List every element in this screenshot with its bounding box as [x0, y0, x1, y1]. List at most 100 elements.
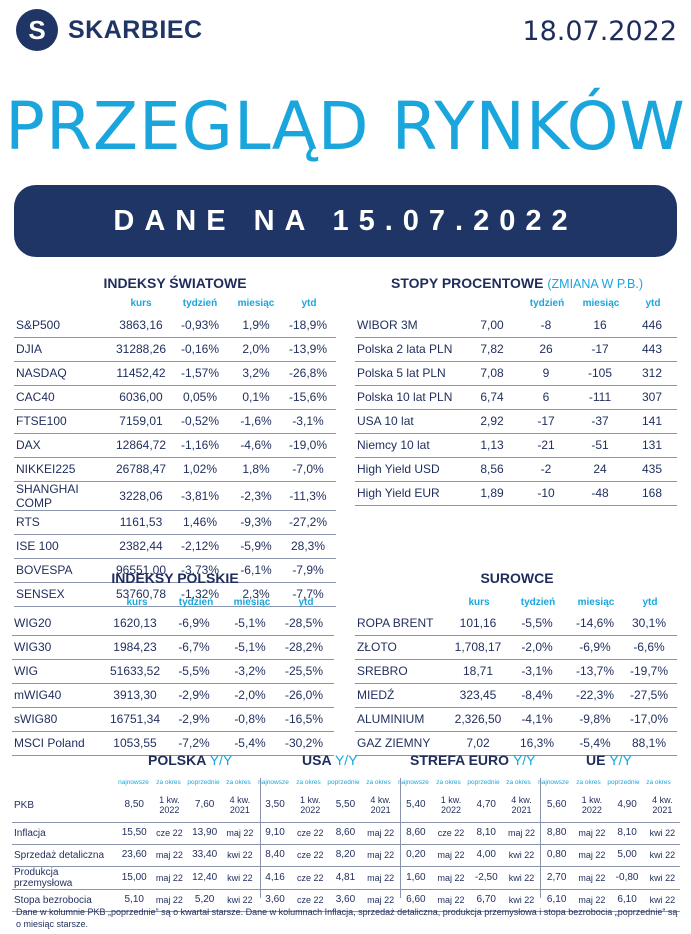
row-value: -2,12% [168, 534, 232, 558]
macro-subcol-head: za okres [361, 779, 396, 786]
table-row: High Yield USD 8,56 -2 24 435 [355, 457, 677, 481]
commodities-table: ROPA BRENT 101,16 -5,5% -14,6% 30,1% ZŁOTO 1,7… [355, 611, 677, 756]
row-value: 31288,26 [114, 337, 168, 361]
row-value: -6,6% [621, 635, 677, 659]
row-value: 0,1% [232, 385, 280, 409]
table-row: Produkcja przemysłowa 15,00 maj 22 12,40 kwi… [12, 866, 680, 889]
footnote: Dane w kolumnie PKB „poprzednie” są o kw… [16, 906, 681, 930]
region-yy: Y/Y [609, 752, 632, 768]
page-title: PRZEGLĄD RYNKÓW [0, 88, 691, 165]
table-row: SHANGHAI COMP 3228,06 -3,81% -2,3% -11,3% [14, 481, 336, 510]
table-row: High Yield EUR 1,89 -10 -48 168 [355, 481, 677, 505]
row-value: maj 22 [152, 844, 187, 866]
row-value: 8,50 [117, 789, 152, 822]
row-value: 18,71 [451, 659, 505, 683]
row-value: -105 [573, 361, 627, 385]
row-label: High Yield EUR [355, 481, 465, 505]
row-label: MSCI Poland [12, 731, 108, 755]
macro-subcol-head: za okres [641, 779, 676, 786]
table-row: RTS 1161,53 1,46% -9,3% -27,2% [14, 510, 336, 534]
commodities-col-heads: kurs tydzień miesiąc ytd [452, 597, 678, 608]
row-value: maj 22 [363, 822, 398, 844]
row-value: -1,16% [168, 433, 232, 457]
region-yy: Y/Y [335, 752, 358, 768]
row-label: Polska 2 lata PLN [355, 337, 465, 361]
row-value: 1,9% [232, 313, 280, 337]
row-value: 2382,44 [114, 534, 168, 558]
row-value: 1 kw. 2022 [293, 789, 328, 822]
row-value: maj 22 [433, 866, 468, 889]
row-value: 1,89 [465, 481, 519, 505]
row-value: -3,2% [226, 659, 274, 683]
row-value: -48 [573, 481, 627, 505]
row-value: -9,3% [232, 510, 280, 534]
row-value: 131 [627, 433, 677, 457]
row-value: kwi 22 [645, 866, 680, 889]
row-value: cze 22 [152, 822, 187, 844]
row-value: maj 22 [222, 822, 257, 844]
data-date-banner: DANE NA 15.07.2022 [14, 185, 677, 257]
world-indices-col-heads: kurs tydzień miesiąc ytd [114, 298, 338, 309]
row-value: kwi 22 [222, 844, 257, 866]
row-value: -26,8% [280, 361, 336, 385]
row-label: MIEDŹ [355, 683, 451, 707]
table-row: WIBOR 3M 7,00 -8 16 446 [355, 313, 677, 337]
row-value: -0,52% [168, 409, 232, 433]
col-head: ytd [280, 298, 338, 309]
row-value: 1,13 [465, 433, 519, 457]
macro-subcol-head: poprzednie [606, 779, 641, 786]
row-value: -11,3% [280, 481, 336, 510]
row-label: SHANGHAI COMP [14, 481, 114, 510]
rates-table: WIBOR 3M 7,00 -8 16 446 Polska 2 lata PLN 7,82… [355, 313, 677, 506]
row-value: -14,6% [569, 611, 621, 635]
row-value: 1 kw. 2022 [152, 789, 187, 822]
table-row: SREBRO 18,71 -3,1% -13,7% -19,7% [355, 659, 677, 683]
col-head: ytd [276, 597, 336, 608]
row-value: -2,9% [162, 707, 226, 731]
row-value: 16 [573, 313, 627, 337]
row-value: -5,5% [162, 659, 226, 683]
table-row: WIG30 1984,23 -6,7% -5,1% -28,2% [12, 635, 334, 659]
logo-icon: S [16, 9, 58, 51]
row-label: Niemcy 10 lat [355, 433, 465, 457]
row-value: 6,74 [465, 385, 519, 409]
macro-subcol-head: za okres [501, 779, 536, 786]
row-label: NASDAQ [14, 361, 114, 385]
row-label: ZŁOTO [355, 635, 451, 659]
row-value: 12864,72 [114, 433, 168, 457]
world-indices-title: INDEKSY ŚWIATOWE [14, 275, 336, 291]
table-row: Polska 5 lat PLN 7,08 9 -105 312 [355, 361, 677, 385]
row-value: -5,1% [226, 635, 274, 659]
macro-table: PKB 8,50 1 kw. 2022 7,60 4 kw. 2021 3,50 1 kw.… [12, 789, 680, 912]
region-yy: Y/Y [210, 752, 233, 768]
row-value: -13,7% [569, 659, 621, 683]
macro-subcol-head: poprzednie [186, 779, 221, 786]
col-head: miesiąc [570, 597, 622, 608]
row-value: 4 kw. 2021 [363, 789, 398, 822]
table-row: Polska 2 lata PLN 7,82 26 -17 443 [355, 337, 677, 361]
row-value: cze 22 [293, 866, 328, 889]
rates-col-heads: tydzień miesiąc ytd [520, 298, 678, 309]
row-value: -0,8% [226, 707, 274, 731]
row-value: maj 22 [574, 844, 609, 866]
row-value: 5,60 [539, 789, 574, 822]
row-value: 3,2% [232, 361, 280, 385]
table-row: WIG20 1620,13 -6,9% -5,1% -28,5% [12, 611, 334, 635]
row-value: 446 [627, 313, 677, 337]
row-value: 26 [519, 337, 573, 361]
row-value: 1,46% [168, 510, 232, 534]
col-head: ytd [622, 597, 678, 608]
divider [260, 778, 261, 898]
logo: S SKARBIEC [16, 9, 203, 51]
row-value: 312 [627, 361, 677, 385]
row-value: -21 [519, 433, 573, 457]
macro-subcol-head: za okres [431, 779, 466, 786]
row-value: 24 [573, 457, 627, 481]
row-value: 5,50 [328, 789, 363, 822]
row-label: FTSE100 [14, 409, 114, 433]
row-label: DJIA [14, 337, 114, 361]
row-value: -4,1% [505, 707, 569, 731]
row-value: -0,16% [168, 337, 232, 361]
row-value: -6,9% [569, 635, 621, 659]
row-label: High Yield USD [355, 457, 465, 481]
